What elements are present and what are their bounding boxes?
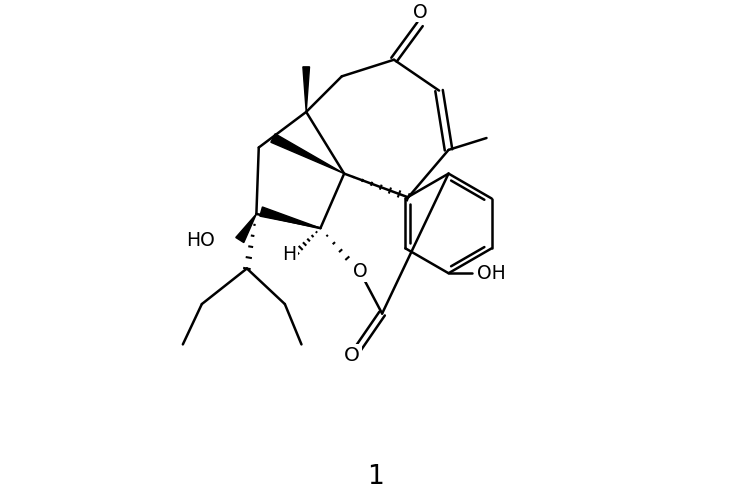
Text: OH: OH bbox=[477, 264, 506, 283]
Text: O: O bbox=[344, 346, 360, 365]
Polygon shape bbox=[303, 67, 310, 112]
Text: O: O bbox=[413, 3, 428, 22]
Text: O: O bbox=[352, 262, 368, 281]
Polygon shape bbox=[260, 207, 320, 228]
Polygon shape bbox=[271, 134, 344, 174]
Polygon shape bbox=[236, 214, 256, 243]
Text: H: H bbox=[283, 245, 297, 264]
Text: HO: HO bbox=[186, 232, 214, 250]
Text: 1: 1 bbox=[367, 464, 383, 490]
